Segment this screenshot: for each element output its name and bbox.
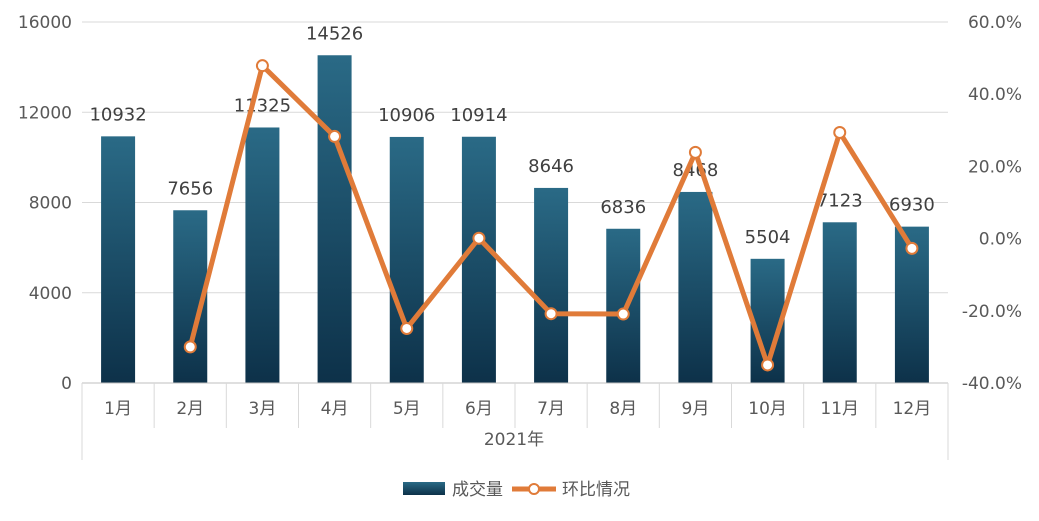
x-axis-tick-label: 8月 xyxy=(609,399,637,419)
line-point xyxy=(183,340,197,354)
left-axis-tick-label: 4000 xyxy=(29,284,72,304)
legend-label-line: 环比情况 xyxy=(562,480,630,500)
bar xyxy=(534,187,569,383)
bar xyxy=(101,136,136,383)
line-point xyxy=(328,129,342,143)
x-axis-tick-label: 11月 xyxy=(820,399,859,419)
bar-data-label: 5504 xyxy=(745,227,791,248)
left-y-axis: 0 4000 8000 12000 16000 xyxy=(18,13,72,394)
x-axis-group-label: 2021年 xyxy=(484,430,544,450)
bar xyxy=(245,127,280,383)
legend-label-bar: 成交量 xyxy=(452,480,503,500)
line-point xyxy=(688,145,702,159)
x-axis-tick-label: 3月 xyxy=(249,399,277,419)
right-axis-tick-label: -20.0% xyxy=(962,302,1022,322)
bar-data-label: 10906 xyxy=(378,105,435,126)
right-y-axis: -40.0% -20.0% 0.0% 20.0% 40.0% 60.0% xyxy=(962,13,1022,394)
x-axis-tick-label: 9月 xyxy=(682,399,710,419)
x-axis-tick-label: 2月 xyxy=(176,399,204,419)
bar-data-label: 6836 xyxy=(600,197,646,218)
legend-swatch-marker xyxy=(528,483,540,495)
line-point xyxy=(905,241,919,255)
bar xyxy=(678,191,713,383)
x-axis-tick-label: 6月 xyxy=(465,399,493,419)
bar xyxy=(389,136,424,383)
left-axis-tick-label: 8000 xyxy=(29,194,72,214)
bar-data-label: 10914 xyxy=(450,105,507,126)
bar-data-label: 7656 xyxy=(167,178,213,199)
line-point xyxy=(544,307,558,321)
bar-data-label: 8646 xyxy=(528,156,574,177)
line-point xyxy=(472,231,486,245)
right-axis-tick-label: 40.0% xyxy=(968,85,1022,105)
bar-data-label: 8468 xyxy=(673,160,719,181)
line-point xyxy=(255,59,269,73)
left-axis-tick-label: 12000 xyxy=(18,103,72,123)
bar xyxy=(606,228,641,383)
x-axis-tick-label: 5月 xyxy=(393,399,421,419)
bar xyxy=(461,136,496,383)
line-point xyxy=(833,125,847,139)
bar-data-label: 6930 xyxy=(889,195,935,216)
bar xyxy=(317,55,352,383)
bar-series xyxy=(101,55,929,383)
x-axis-tick-label: 1月 xyxy=(104,399,132,419)
left-axis-tick-label: 16000 xyxy=(18,13,72,33)
right-axis-tick-label: 60.0% xyxy=(968,13,1022,33)
x-axis-tick-label: 7月 xyxy=(537,399,565,419)
gridlines xyxy=(82,21,948,294)
x-axis: 1月 2月 3月 4月 5月 6月 7月 8月 9月 10月 11月 12月 xyxy=(81,382,949,460)
left-axis-tick-label: 0 xyxy=(61,374,72,394)
bar-data-label: 14526 xyxy=(306,23,363,44)
bar-data-label: 10932 xyxy=(89,104,146,125)
x-axis-tick-label: 12月 xyxy=(893,399,932,419)
legend-swatch-bar xyxy=(403,482,445,495)
legend: 成交量 环比情况 xyxy=(403,480,630,500)
bar-data-label: 7123 xyxy=(817,190,863,211)
right-axis-tick-label: -40.0% xyxy=(962,374,1022,394)
right-axis-tick-label: 20.0% xyxy=(968,157,1022,177)
bar xyxy=(822,222,857,383)
bar-data-label: 11325 xyxy=(234,95,291,116)
bar-data-labels: 10932 7656 11325 14526 10906 10914 8646 6836 846… xyxy=(89,23,934,248)
line-series xyxy=(183,59,919,372)
line-point xyxy=(400,321,414,335)
right-axis-tick-label: 0.0% xyxy=(979,230,1022,250)
line-point xyxy=(761,358,775,372)
x-axis-tick-label: 4月 xyxy=(321,399,349,419)
line-point xyxy=(616,307,630,321)
x-axis-tick-label: 10月 xyxy=(748,399,787,419)
